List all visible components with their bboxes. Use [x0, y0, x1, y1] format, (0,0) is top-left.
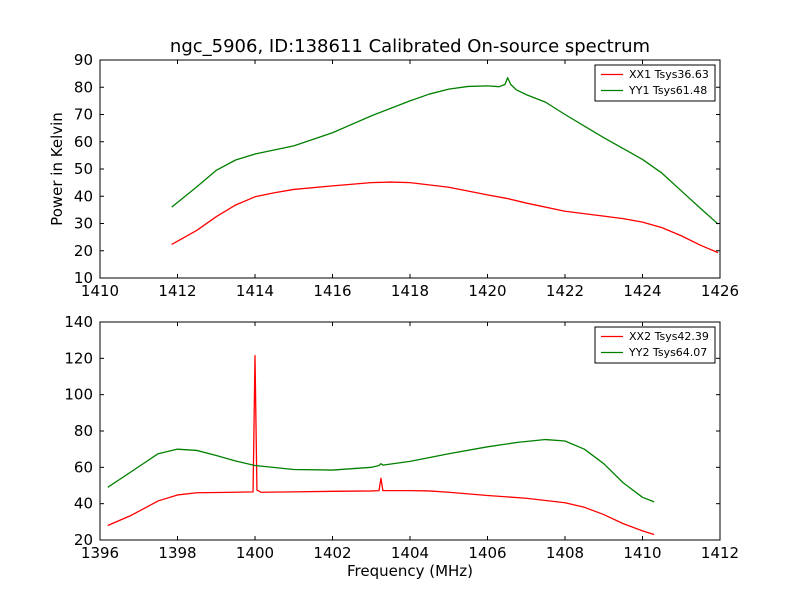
- x-tick-label: 1398: [158, 544, 196, 562]
- legend-box: [594, 64, 716, 102]
- x-tick-label: 1418: [391, 282, 429, 300]
- legend-label: XX1 Tsys36.63: [629, 68, 709, 81]
- series-line-xx2: [107, 354, 655, 536]
- series-group: [171, 77, 719, 254]
- x-tick-label: 1412: [701, 544, 739, 562]
- legend-label: XX2 Tsys42.39: [629, 330, 709, 343]
- legend: XX1 Tsys36.63 YY1 Tsys61.48: [594, 64, 716, 102]
- x-tick-label: 1406: [468, 544, 506, 562]
- x-tick-label: 1414: [236, 282, 274, 300]
- chart-title: ngc_5906, ID:138611 Calibrated On-source…: [170, 36, 650, 57]
- series-line-yy2: [107, 438, 655, 503]
- chart-panel-2: 1396 1398 1400 1402 1404 1406 1408 1410 1412 20 40…: [64, 313, 739, 580]
- y-tick-label: 30: [74, 215, 93, 233]
- y-tick-label: 20: [74, 531, 93, 549]
- x-tick-label: 1416: [313, 282, 351, 300]
- x-tick-label: 1404: [391, 544, 429, 562]
- y-tick-label: 140: [64, 313, 93, 331]
- x-tick-label: 1424: [623, 282, 661, 300]
- y-tick-label: 80: [74, 422, 93, 440]
- y-axis-label: Power in Kelvin: [48, 112, 66, 226]
- x-tick-label: 1396: [81, 544, 119, 562]
- y-tick-label: 40: [74, 495, 93, 513]
- legend-box: [594, 326, 716, 364]
- legend-label: YY1 Tsys61.48: [628, 84, 707, 97]
- series-group: [107, 354, 655, 536]
- y-tick-label: 40: [74, 187, 93, 205]
- y-tick-label: 60: [74, 133, 93, 151]
- y-tick-label: 60: [74, 458, 93, 476]
- x-tick-label: 1408: [546, 544, 584, 562]
- x-tick-label: 1420: [468, 282, 506, 300]
- y-tick-label: 70: [74, 106, 93, 124]
- x-tick-label: 1422: [546, 282, 584, 300]
- y-tick-label: 50: [74, 160, 93, 178]
- y-tick-label: 120: [64, 349, 93, 367]
- series-line-xx1: [171, 181, 719, 254]
- y-tick-label: 20: [74, 242, 93, 260]
- y-tick-label: 80: [74, 78, 93, 96]
- x-tick-label: 1410: [623, 544, 661, 562]
- chart-panel-1: 1410 1412 1414 1416 1418 1420 1422 1424 1426 10 20…: [48, 36, 739, 300]
- x-tick-label: 1400: [236, 544, 274, 562]
- x-tick-label: 1410: [81, 282, 119, 300]
- x-tick-label: 1426: [701, 282, 739, 300]
- legend: XX2 Tsys42.39 YY2 Tsys64.07: [594, 326, 716, 364]
- y-tick-label: 100: [64, 386, 93, 404]
- series-line-yy1: [171, 77, 719, 225]
- x-axis-label: Frequency (MHz): [347, 562, 473, 580]
- y-tick-label: 10: [74, 269, 93, 287]
- x-tick-label: 1402: [313, 544, 351, 562]
- x-tick-label: 1412: [158, 282, 196, 300]
- legend-label: YY2 Tsys64.07: [628, 346, 707, 359]
- y-tick-label: 90: [74, 51, 93, 69]
